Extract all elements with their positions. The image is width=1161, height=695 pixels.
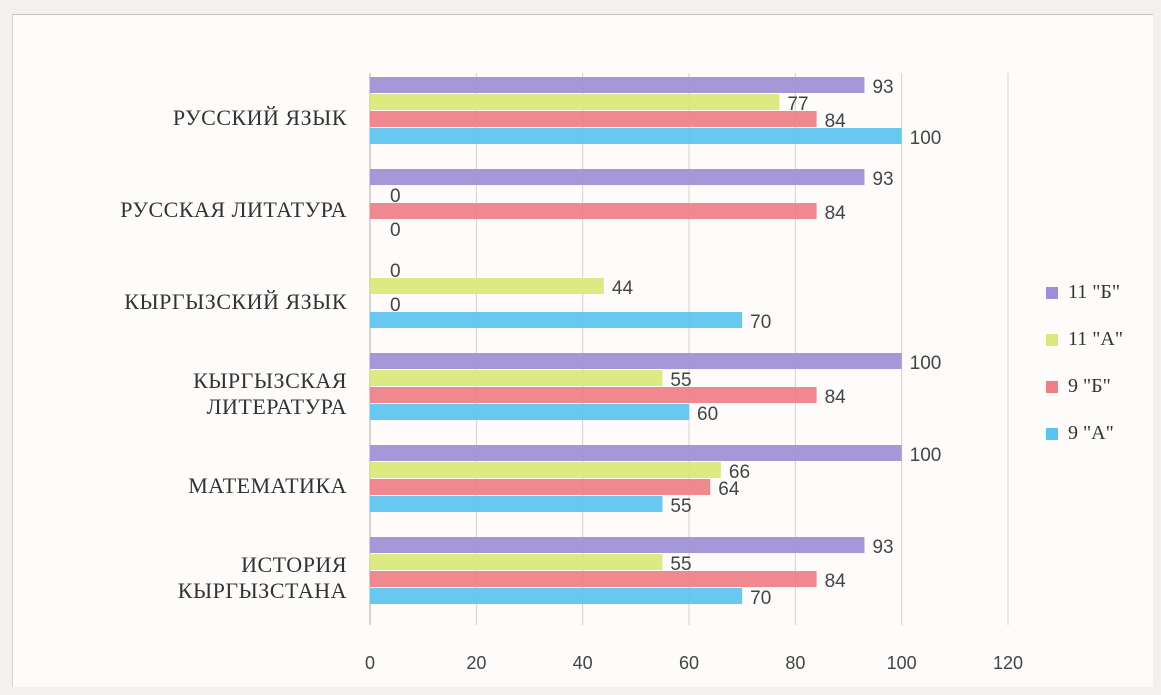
- data-label: 93: [872, 77, 893, 98]
- bar: [370, 387, 817, 403]
- bar: [370, 588, 743, 604]
- legend-label: 11 "А": [1068, 328, 1123, 350]
- x-tick-label: 120: [993, 653, 1023, 673]
- data-label: 55: [670, 496, 691, 517]
- bar: [370, 111, 817, 127]
- data-label: 55: [670, 554, 691, 575]
- bar: [370, 353, 902, 369]
- legend-label: 11 "Б": [1068, 281, 1120, 303]
- category-label: ИСТОРИЯ: [241, 552, 347, 577]
- legend-swatch: [1046, 334, 1058, 346]
- bar: [370, 77, 865, 93]
- x-tick-label: 60: [679, 653, 699, 673]
- category-label: РУССКАЯ ЛИТАТУРА: [120, 197, 347, 222]
- bar: [370, 169, 865, 185]
- bar: [370, 537, 865, 553]
- bar: [370, 554, 663, 570]
- bar: [370, 404, 689, 420]
- grid-lines: [369, 73, 1009, 625]
- data-label: 0: [390, 295, 401, 316]
- category-label: ЛИТЕРАТУРА: [207, 394, 347, 419]
- bar: [370, 496, 663, 512]
- legend-swatch: [1046, 428, 1058, 440]
- x-tick-label: 20: [466, 653, 486, 673]
- bar: [370, 462, 721, 478]
- data-label: 84: [825, 571, 847, 592]
- x-tick-label: 80: [785, 653, 805, 673]
- legend: 11 "Б" 11 "А" 9 "Б" 9 "А": [1046, 281, 1123, 444]
- bar: [370, 370, 663, 386]
- category-label: МАТЕМАТИКА: [188, 473, 347, 498]
- data-label: 100: [910, 445, 942, 466]
- bar: [370, 571, 817, 587]
- data-label: 84: [825, 203, 847, 224]
- category-label: КЫРГЫЗСТАНА: [178, 578, 347, 603]
- x-tick-label: 40: [573, 653, 593, 673]
- category-label: КЫРГЫЗСКИЙ ЯЗЫК: [124, 289, 347, 314]
- data-label: 44: [612, 278, 634, 299]
- data-label: 0: [390, 186, 401, 207]
- data-label: 0: [390, 220, 401, 241]
- category-label: КЫРГЫЗСКАЯ: [193, 368, 347, 393]
- data-label: 70: [750, 312, 771, 333]
- data-label: 64: [718, 479, 740, 500]
- x-tick-label: 100: [887, 653, 917, 673]
- category-label: РУССКИЙ ЯЗЫК: [173, 105, 347, 130]
- bars: [370, 77, 902, 604]
- data-label: 93: [872, 537, 893, 558]
- category-labels: РУССКИЙ ЯЗЫК РУССКАЯ ЛИТАТУРА КЫРГЫЗСКИЙ Я…: [120, 105, 347, 603]
- bar: [370, 479, 711, 495]
- data-label: 100: [910, 353, 942, 374]
- bar: [370, 128, 902, 144]
- legend-label: 9 "А": [1068, 422, 1114, 444]
- data-label: 93: [872, 169, 893, 190]
- bar: [370, 445, 902, 461]
- bar: [370, 203, 817, 219]
- x-axis-ticks: 0 20 40 60 80 100 120: [365, 653, 1023, 673]
- legend-label: 9 "Б": [1068, 375, 1111, 397]
- data-label: 66: [729, 462, 750, 483]
- data-label: 55: [670, 370, 691, 391]
- bar: [370, 278, 604, 294]
- data-label: 84: [825, 387, 847, 408]
- x-tick-label: 0: [365, 653, 375, 673]
- bar: [370, 94, 780, 110]
- data-label: 0: [390, 261, 401, 282]
- legend-swatch: [1046, 381, 1058, 393]
- data-label: 100: [910, 128, 942, 149]
- bar: [370, 312, 743, 328]
- data-label: 60: [697, 404, 718, 425]
- legend-swatch: [1046, 287, 1058, 299]
- data-label: 84: [825, 111, 847, 132]
- data-label: 77: [787, 94, 808, 115]
- data-label: 70: [750, 588, 771, 609]
